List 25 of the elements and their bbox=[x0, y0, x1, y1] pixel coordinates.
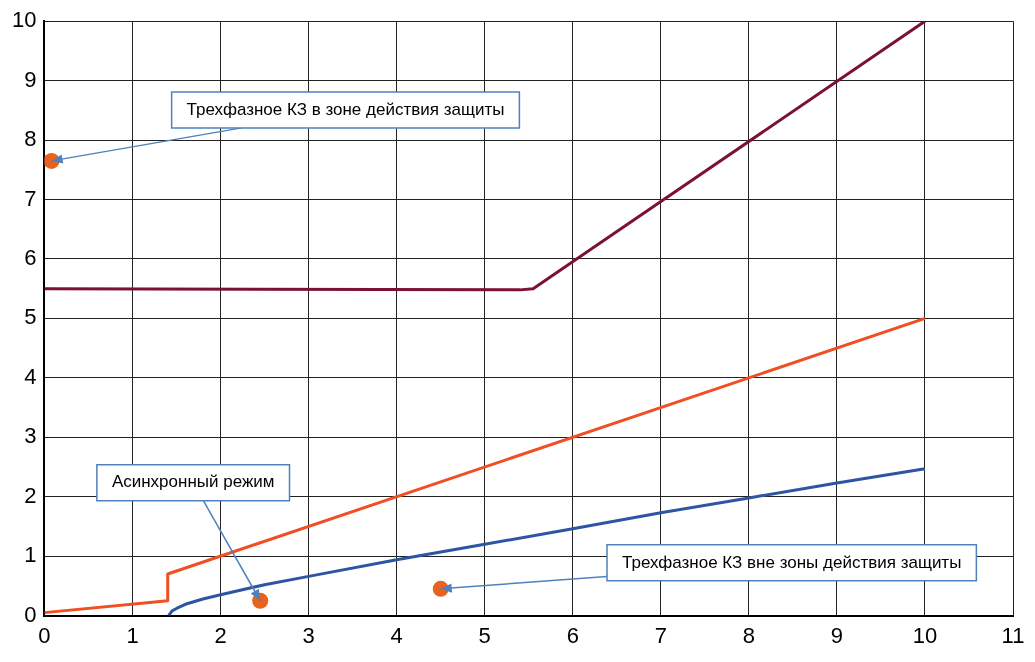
x-tick-label: 9 bbox=[830, 622, 844, 648]
annotation: Трехфазное КЗ в зоне действия защиты bbox=[186, 99, 505, 119]
x-tick-label: 10 bbox=[912, 622, 938, 648]
x-tick-label: 3 bbox=[302, 622, 315, 648]
x-tick-label: 7 bbox=[654, 622, 667, 648]
y-tick-label: 0 bbox=[24, 601, 37, 627]
x-tick-label: 5 bbox=[478, 622, 491, 648]
x-tick-label: 2 bbox=[214, 622, 227, 648]
y-tick-label: 9 bbox=[24, 66, 37, 92]
x-tick-label: 11 bbox=[1001, 622, 1025, 648]
y-tick-label: 4 bbox=[24, 363, 37, 389]
y-tick-label: 5 bbox=[24, 304, 37, 330]
y-tick-label: 7 bbox=[24, 185, 37, 211]
y-tick-label: 10 bbox=[11, 7, 37, 33]
y-tick-label: 3 bbox=[24, 423, 37, 449]
x-tick-label: 6 bbox=[566, 622, 579, 648]
x-tick-label: 1 bbox=[126, 622, 139, 648]
annotation: Трехфазное КЗ вне зоны действия защиты bbox=[621, 552, 962, 572]
y-tick-label: 2 bbox=[24, 482, 37, 508]
y-tick-label: 8 bbox=[24, 126, 37, 152]
y-tick-label: 6 bbox=[24, 245, 37, 271]
x-tick-label: 8 bbox=[742, 622, 755, 648]
x-tick-label: 4 bbox=[390, 622, 403, 648]
annotation: Асинхронный режим bbox=[111, 472, 275, 492]
y-tick-label: 1 bbox=[24, 542, 37, 568]
